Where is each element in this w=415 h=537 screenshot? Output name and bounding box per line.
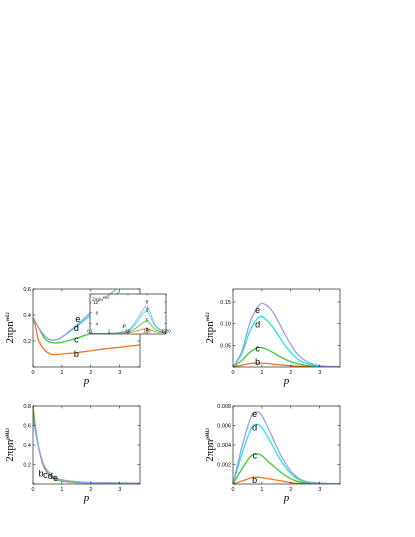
series-line-d [233, 315, 340, 367]
x-tick-label: 3 [318, 370, 321, 376]
y-axis-label-sup: pMLi [206, 428, 211, 441]
curve-label-d: d [74, 323, 79, 333]
panel-p3: 0 1 2 3 0.2 0.4 0.6 0.8 b c d e p 2πpnpMLi [4, 404, 141, 504]
y-tick-label: 0.6 [23, 287, 31, 293]
y-tick-label: 0.002 [217, 463, 231, 469]
y-axis-label-sup: eeLi [206, 312, 211, 321]
series-line-b [233, 476, 340, 484]
series-line-e [233, 302, 340, 367]
curve-label-b: b [39, 468, 44, 478]
series-line-c [233, 346, 340, 367]
x-tick-label: 2 [89, 370, 92, 376]
x-tick-label: 3 [118, 487, 121, 493]
curve-label-c: c [255, 343, 260, 353]
curve-label-e: e [53, 473, 58, 483]
y-tick-label: 12 [93, 300, 98, 305]
curve-label-c: c [146, 317, 149, 323]
y-tick-label: 0.004 [217, 443, 231, 449]
x-tick-label: 1000 [161, 329, 171, 334]
x-tick-label: 1 [108, 329, 111, 334]
curve-label-c: c [43, 470, 48, 480]
x-tick-label: 2 [289, 370, 292, 376]
curve-label-e: e [146, 299, 149, 305]
plot-frame [232, 288, 341, 368]
y-axis-label-sup: eeLi [6, 312, 11, 321]
x-axis-label: p [83, 375, 90, 387]
y-tick-label: 0.15 [220, 300, 231, 306]
x-tick-label: 2 [289, 487, 292, 493]
x-tick-label: 1 [260, 370, 263, 376]
y-tick-label: 0.05 [220, 343, 231, 349]
y-tick-label: 8 [96, 311, 99, 316]
curve-label-d: d [252, 422, 257, 432]
x-axis-label: p [283, 375, 290, 387]
inset-y-axis-label-sup: eeLi [103, 296, 109, 300]
x-tick-label: 10 [126, 329, 131, 334]
curve-label-e: e [252, 409, 257, 419]
y-axis-label: 2πpneeLi [204, 312, 216, 344]
curve-label-d: d [255, 320, 260, 330]
x-tick-label: 0 [31, 370, 34, 376]
panel-p2: 0 1 2 3 0.05 0.10 0.15 ed cb p 2πpneeLi [204, 288, 341, 387]
inset-y-axis-label: 2πpneeLi [92, 296, 109, 304]
y-tick-label: 0.2 [23, 339, 31, 345]
x-axis-label: p [83, 492, 90, 504]
panel-p4: 0 1 2 3 0.002 0.004 0.006 0.008 ed c b p 2πpnpMLi [204, 404, 341, 504]
y-tick-label: 0.006 [217, 424, 231, 430]
series-line-e [33, 417, 140, 484]
series-line-b [33, 317, 140, 356]
y-axis-label: 2πpneeLi [4, 312, 16, 344]
y-tick-label: 0.6 [23, 424, 31, 430]
curve-label-b: b [252, 475, 257, 485]
curve-label-d: d [146, 307, 149, 313]
series-line-e [90, 305, 166, 334]
x-tick-label: 0 [231, 487, 234, 493]
x-tick-label: 3 [118, 370, 121, 376]
y-axis-label: 2πpnpMLi [204, 428, 216, 462]
y-tick-label: 4 [96, 321, 99, 326]
y-tick-label: 0.10 [220, 322, 231, 328]
y-axis-label-sup: pMLi [6, 428, 11, 441]
curve-label-b: b [255, 357, 260, 367]
curve-label-c: c [252, 451, 257, 461]
y-axis-label: 2πpnpMLi [4, 428, 16, 462]
y-tick-label: 0.8 [23, 404, 31, 410]
x-tick-label: 1 [260, 487, 263, 493]
inset-x-axis-label: P [122, 324, 127, 330]
curve-label-b: b [74, 349, 79, 359]
y-tick-label: 0.4 [23, 313, 31, 319]
curve-label-b: b [146, 327, 149, 333]
curve-label-e: e [255, 305, 260, 315]
series-line-c [233, 453, 340, 484]
y-tick-label: 0.008 [217, 404, 231, 410]
x-tick-label: 100 [144, 329, 152, 334]
x-tick-label: 0 [31, 487, 34, 493]
curve-label-c: c [74, 335, 79, 345]
x-tick-label: 2 [89, 487, 92, 493]
x-tick-label: 1 [60, 370, 63, 376]
series-line-d [233, 423, 340, 484]
series-line-e [233, 411, 340, 484]
x-tick-label: 0.1 [87, 329, 93, 334]
x-tick-label: 3 [318, 487, 321, 493]
y-tick-label: 0.4 [23, 443, 31, 449]
x-tick-label: 1 [60, 487, 63, 493]
x-tick-label: 0 [231, 370, 234, 376]
x-axis-label: p [283, 492, 290, 504]
y-tick-label: 0.2 [23, 463, 31, 469]
curve-label-e: e [75, 314, 80, 324]
plot-frame [232, 405, 341, 485]
curve-label-d: d [48, 471, 53, 481]
